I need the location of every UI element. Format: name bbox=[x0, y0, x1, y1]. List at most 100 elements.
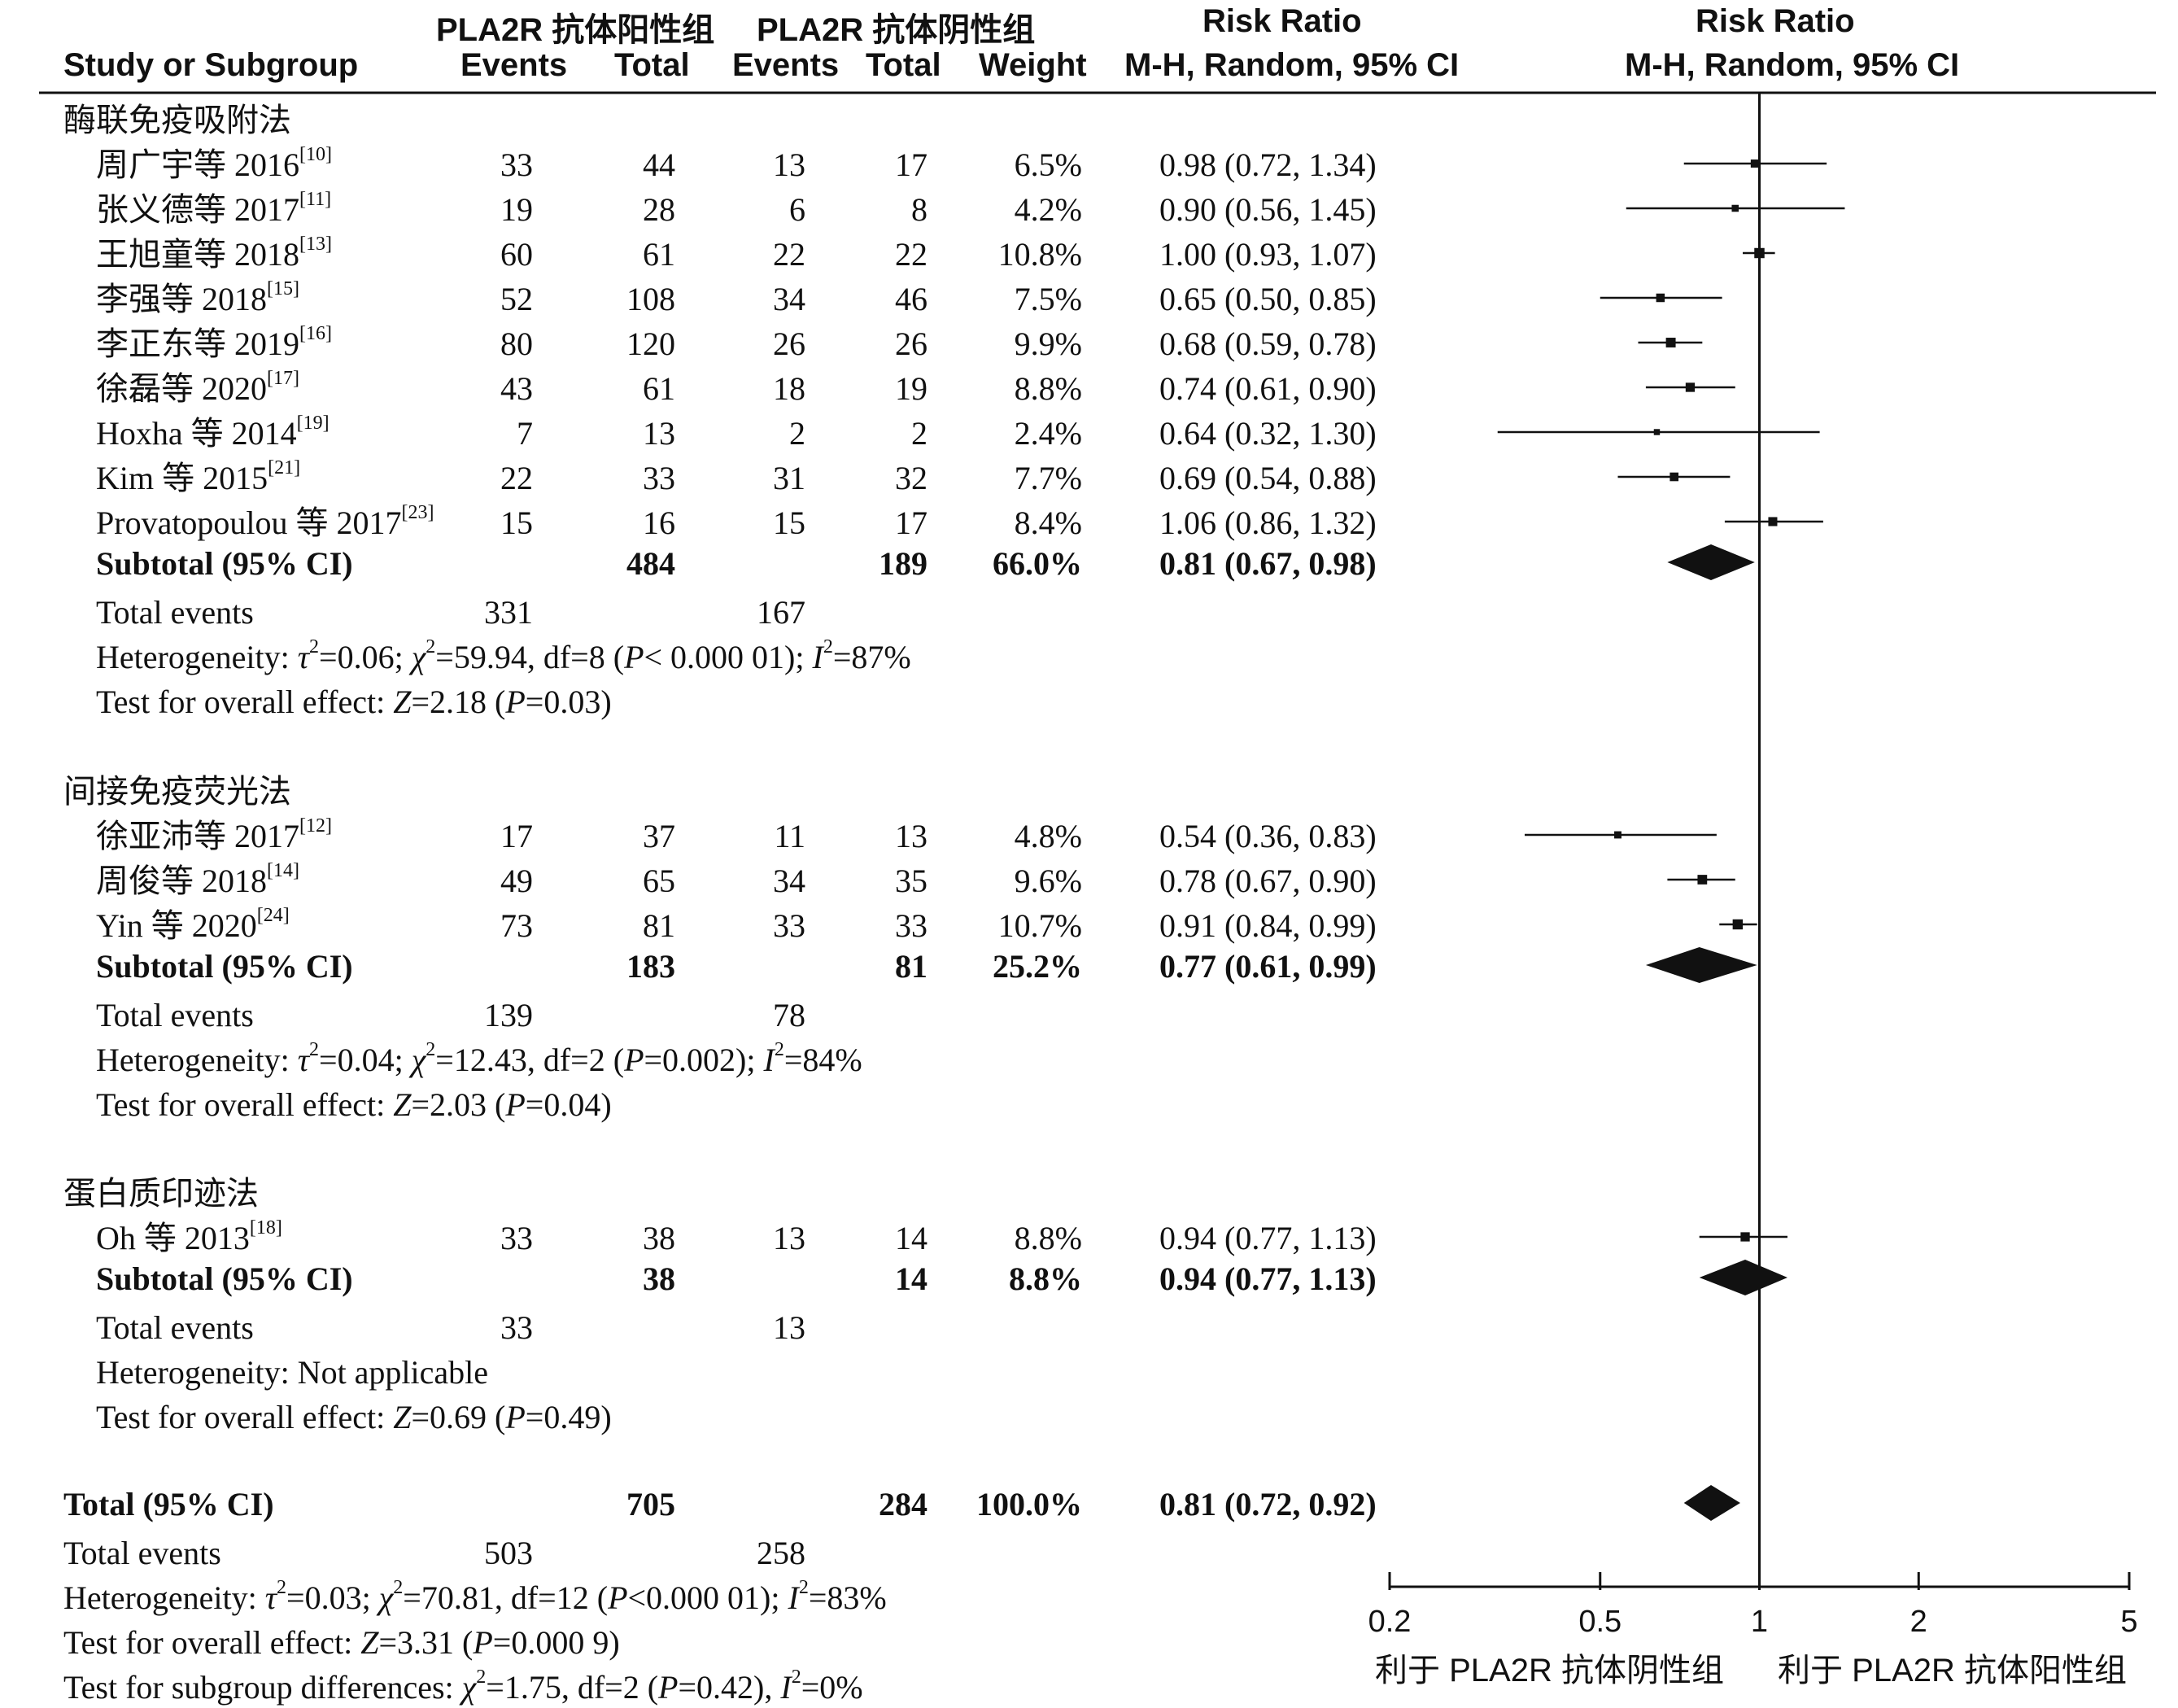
subtotal-diamond bbox=[1699, 1260, 1788, 1295]
pos-total: 44 bbox=[643, 146, 675, 183]
neg-events: 15 bbox=[773, 505, 805, 541]
point-estimate bbox=[1731, 204, 1739, 212]
ci-text: 0.69 (0.54, 0.88) bbox=[1159, 460, 1377, 496]
pos-events: 49 bbox=[500, 863, 533, 899]
neg-total: 13 bbox=[895, 818, 928, 854]
weight-value: 4.8% bbox=[1014, 818, 1082, 854]
point-estimate bbox=[1685, 382, 1696, 392]
point-estimate bbox=[1740, 1232, 1750, 1242]
pos-total: 61 bbox=[643, 370, 675, 407]
study-name: 李正东等 2019[16] bbox=[96, 322, 332, 362]
neg-total: 2 bbox=[911, 415, 928, 452]
weight-value: 8.8% bbox=[1014, 370, 1082, 407]
pos-total: 38 bbox=[643, 1220, 675, 1256]
header-study: Study or Subgroup bbox=[63, 47, 359, 83]
pos-total: 61 bbox=[643, 236, 675, 273]
total-events-label: Total events bbox=[96, 594, 254, 631]
total-events-neg: 167 bbox=[757, 594, 805, 631]
x-tick-label: 0.5 bbox=[1578, 1605, 1622, 1639]
ci-text: 1.00 (0.93, 1.07) bbox=[1159, 236, 1377, 273]
overall-effect-text: Test for overall effect: Z=2.03 (P=0.04) bbox=[96, 1086, 612, 1123]
neg-events: 26 bbox=[773, 325, 805, 362]
point-estimate bbox=[1732, 919, 1744, 930]
subtotal-neg-total: 14 bbox=[895, 1260, 928, 1297]
point-estimate bbox=[1670, 472, 1679, 482]
total-events-pos: 139 bbox=[484, 997, 533, 1033]
neg-total: 33 bbox=[895, 907, 928, 944]
pos-total: 28 bbox=[643, 191, 675, 228]
overall-effect-text: Test for overall effect: Z=0.69 (P=0.49) bbox=[96, 1399, 612, 1435]
ci-text: 0.78 (0.67, 0.90) bbox=[1159, 863, 1377, 899]
header-neg-total: Total bbox=[866, 47, 941, 83]
pos-events: 22 bbox=[500, 460, 533, 496]
total-label: Total (95% CI) bbox=[63, 1486, 274, 1522]
pos-events: 33 bbox=[500, 1220, 533, 1256]
neg-total: 22 bbox=[895, 236, 928, 273]
pos-total: 65 bbox=[643, 863, 675, 899]
subtotal-pos-total: 484 bbox=[626, 545, 675, 582]
heterogeneity-text: Heterogeneity: Not applicable bbox=[96, 1354, 489, 1391]
study-name: 周广宇等 2016[10] bbox=[96, 143, 332, 183]
total-pos-total: 705 bbox=[626, 1486, 675, 1522]
point-estimate bbox=[1656, 293, 1665, 303]
neg-total: 46 bbox=[895, 281, 928, 317]
point-estimate bbox=[1697, 875, 1708, 885]
header-neg-events: Events bbox=[732, 47, 840, 83]
header-plot-title: Risk Ratio bbox=[1696, 3, 1855, 39]
weight-value: 10.7% bbox=[997, 907, 1082, 944]
subtotal-pos-total: 38 bbox=[643, 1260, 675, 1297]
pos-total: 108 bbox=[626, 281, 675, 317]
heterogeneity-text: Heterogeneity: τ2=0.04; χ2=12.43, df=2 (… bbox=[96, 1038, 862, 1078]
neg-events: 13 bbox=[773, 146, 805, 183]
study-name: 李强等 2018[15] bbox=[96, 277, 299, 317]
study-name: 周俊等 2018[14] bbox=[96, 859, 299, 899]
total-events-pos: 331 bbox=[484, 594, 533, 631]
study-name: 张义德等 2017[11] bbox=[96, 188, 332, 228]
subtotal-ci-text: 0.94 (0.77, 1.13) bbox=[1159, 1260, 1377, 1297]
weight-value: 9.6% bbox=[1014, 863, 1082, 899]
weight-value: 8.4% bbox=[1014, 505, 1082, 541]
ci-text: 0.64 (0.32, 1.30) bbox=[1159, 415, 1377, 452]
ci-text: 0.68 (0.59, 0.78) bbox=[1159, 325, 1377, 362]
axis-label-left: 利于 PLA2R 抗体阴性组 bbox=[1375, 1653, 1724, 1688]
ci-text: 0.98 (0.72, 1.34) bbox=[1159, 146, 1377, 183]
subtotal-weight: 25.2% bbox=[993, 948, 1082, 985]
total-heterogeneity: Heterogeneity: τ2=0.03; χ2=70.81, df=12 … bbox=[63, 1576, 887, 1616]
total-overall-effect: Test for overall effect: Z=3.31 (P=0.000… bbox=[63, 1624, 620, 1661]
neg-events: 31 bbox=[773, 460, 805, 496]
weight-value: 6.5% bbox=[1014, 146, 1082, 183]
subtotal-weight: 66.0% bbox=[993, 545, 1082, 582]
pos-events: 80 bbox=[500, 325, 533, 362]
ci-text: 0.94 (0.77, 1.13) bbox=[1159, 1220, 1377, 1256]
neg-events: 34 bbox=[773, 863, 805, 899]
ci-text: 0.91 (0.84, 0.99) bbox=[1159, 907, 1377, 944]
header-rr-title: Risk Ratio bbox=[1202, 3, 1362, 39]
subtotal-diamond bbox=[1645, 947, 1757, 983]
weight-value: 8.8% bbox=[1014, 1220, 1082, 1256]
pos-events: 7 bbox=[517, 415, 533, 452]
study-name: 王旭童等 2018[13] bbox=[96, 233, 332, 273]
subtotal-label: Subtotal (95% CI) bbox=[96, 545, 353, 582]
x-tick-label: 2 bbox=[1910, 1605, 1927, 1639]
x-tick-label: 5 bbox=[2120, 1605, 2138, 1639]
total-ci-text: 0.81 (0.72, 0.92) bbox=[1159, 1486, 1377, 1522]
weight-value: 7.5% bbox=[1014, 281, 1082, 317]
subtotal-diamond bbox=[1667, 544, 1755, 580]
subtotal-label: Subtotal (95% CI) bbox=[96, 1260, 353, 1297]
total-weight: 100.0% bbox=[976, 1486, 1082, 1522]
subtotal-pos-total: 183 bbox=[626, 948, 675, 985]
header-pos-events: Events bbox=[460, 47, 568, 83]
study-name: Kim 等 2015[21] bbox=[96, 456, 301, 496]
total-events-neg: 78 bbox=[773, 997, 805, 1033]
study-name: 徐亚沛等 2017[12] bbox=[96, 815, 332, 854]
weight-value: 10.8% bbox=[997, 236, 1082, 273]
weight-value: 9.9% bbox=[1014, 325, 1082, 362]
neg-events: 34 bbox=[773, 281, 805, 317]
heterogeneity-text: Heterogeneity: τ2=0.06; χ2=59.94, df=8 (… bbox=[96, 636, 911, 675]
total-events-label: Total events bbox=[96, 1309, 254, 1346]
neg-total: 17 bbox=[895, 505, 928, 541]
total-events-neg: 13 bbox=[773, 1309, 805, 1346]
point-estimate bbox=[1653, 429, 1661, 435]
pos-events: 60 bbox=[500, 236, 533, 273]
point-estimate bbox=[1768, 517, 1778, 526]
